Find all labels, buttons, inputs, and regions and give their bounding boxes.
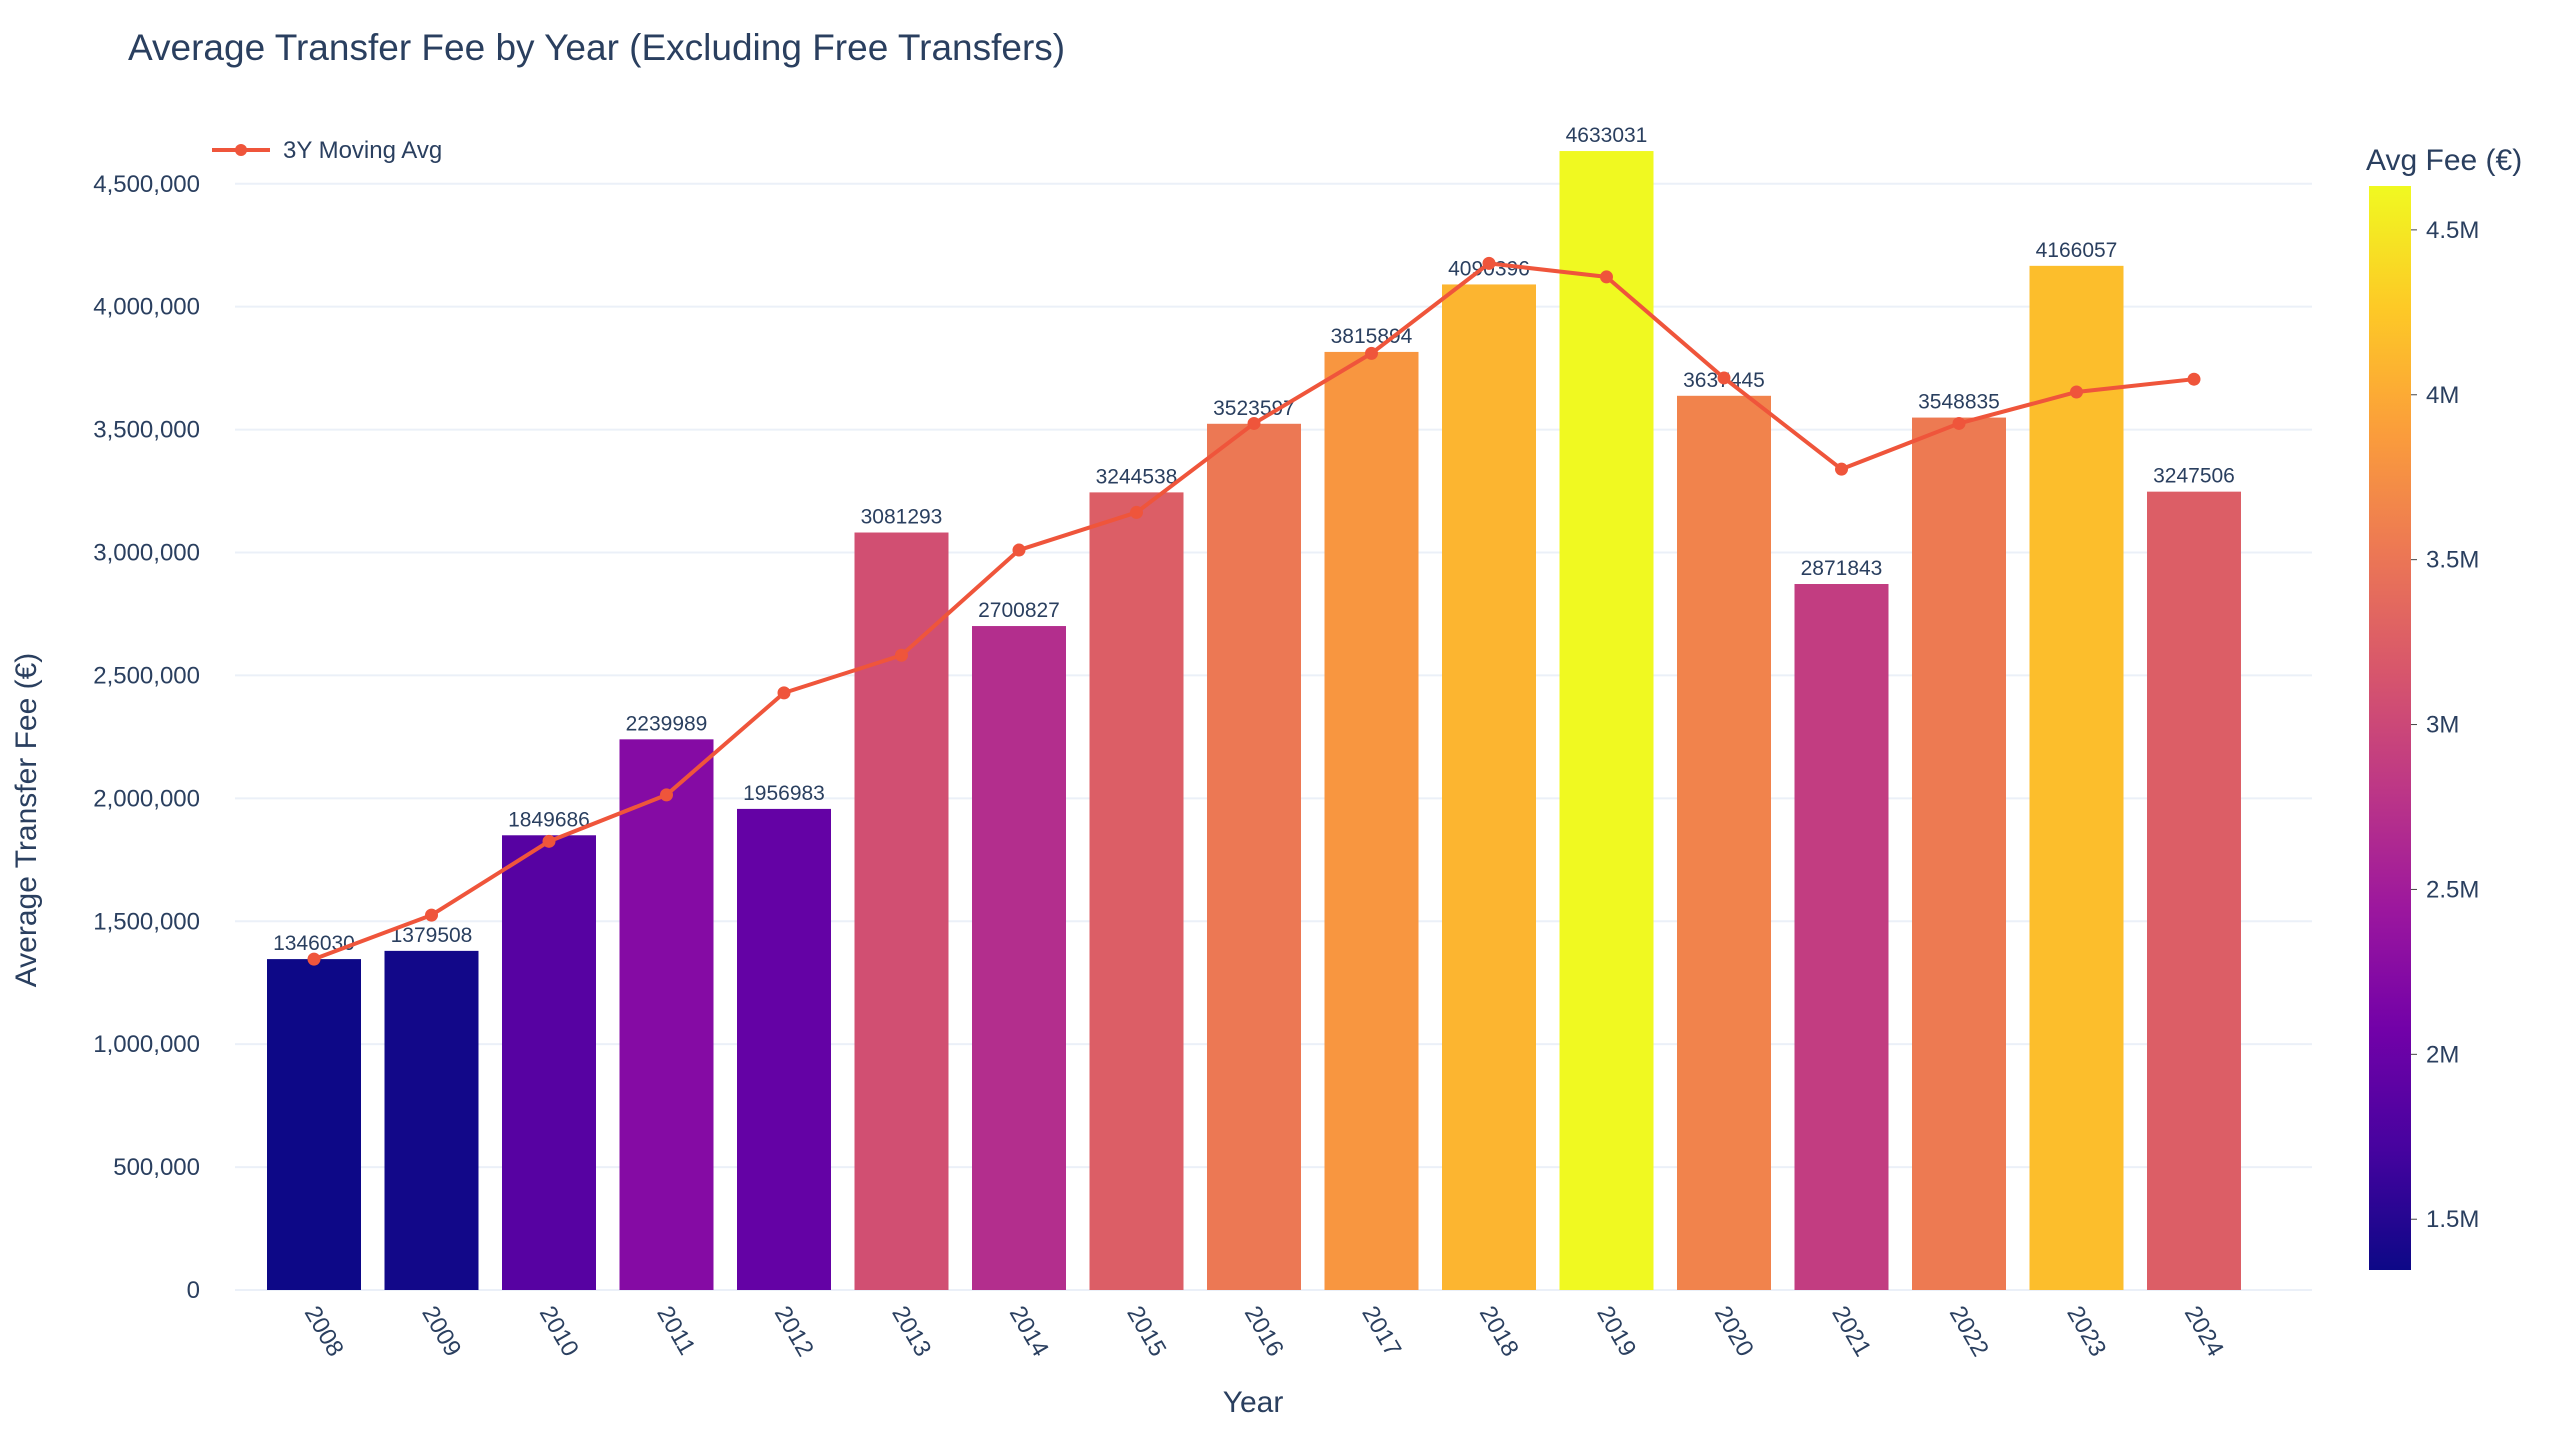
colorbar-tick-label: 3M [2426,712,2459,739]
bar-value-label: 1346030 [273,932,355,955]
y-axis-ticks: 0 500,000 1,000,000 1,500,000 2,000,000 2,500… [93,171,200,1304]
colorbar-bar [2369,186,2411,1270]
bar-2010[interactable] [502,835,596,1290]
x-tick-label: 2010 [534,1302,584,1362]
x-axis-label: Year [1223,1386,1284,1419]
bar-2011[interactable] [619,739,714,1290]
bars-group [267,151,2241,1291]
y-tick-label: 500,000 [113,1154,200,1181]
moving-avg-point[interactable] [660,788,673,802]
x-tick-label: 2019 [1591,1302,1641,1362]
x-tick-label: 2021 [1826,1302,1876,1362]
bar-value-label: 3815894 [1331,325,1413,348]
colorbar-tick-label: 4.5M [2426,217,2479,244]
moving-avg-point[interactable] [1952,416,1966,430]
bar-2012[interactable] [737,808,831,1290]
bar-value-label: 2871843 [1801,557,1883,580]
x-tick-label: 2018 [1474,1302,1524,1362]
legend[interactable]: 3Y Moving Avg [212,137,442,164]
bar-2013[interactable] [854,532,949,1290]
bar-value-label: 1849686 [508,808,590,831]
y-tick-label: 3,000,000 [93,540,200,567]
x-tick-label: 2017 [1356,1302,1406,1362]
bar-2018[interactable] [1442,284,1536,1290]
y-tick-label: 3,500,000 [93,417,200,444]
bar-value-label: 3081293 [861,506,943,529]
x-tick-label: 2008 [299,1302,349,1362]
bar-2009[interactable] [384,950,479,1290]
y-tick-label: 1,000,000 [93,1031,200,1058]
moving-avg-point[interactable] [425,908,438,922]
moving-avg-point[interactable] [2070,385,2083,399]
chart-title: Average Transfer Fee by Year (Excluding … [128,27,1065,68]
bar-2024[interactable] [2147,491,2241,1290]
x-tick-label: 2014 [1004,1302,1054,1362]
x-tick-label: 2020 [1709,1302,1759,1362]
bar-2022[interactable] [1912,417,2006,1290]
moving-avg-point[interactable] [307,952,321,966]
moving-avg-point[interactable] [1482,256,1496,270]
moving-avg-point[interactable] [542,834,556,848]
moving-avg-point[interactable] [1365,346,1378,360]
y-tick-label: 4,500,000 [93,171,200,198]
y-tick-label: 2,500,000 [93,662,200,689]
x-tick-label: 2015 [1121,1302,1171,1362]
y-tick-label: 0 [187,1277,200,1304]
y-axis-label: Average Transfer Fee (€) [10,653,43,988]
bar-2016[interactable] [1207,423,1301,1290]
bar-value-label: 4633031 [1566,124,1648,147]
bar-2014[interactable] [972,626,1066,1290]
moving-avg-point[interactable] [2187,372,2201,386]
x-tick-label: 2023 [2061,1302,2111,1362]
colorbar-tick-label: 2M [2426,1041,2459,1068]
colorbar-title: Avg Fee (€) [2366,144,2522,177]
x-tick-label: 2009 [416,1302,466,1362]
x-tick-label: 2022 [1944,1302,1994,1362]
moving-avg-point[interactable] [777,686,791,700]
x-axis-ticks: 2008 2009 2010 2011 2012 2013 2014 2015 2016 2017… [299,1302,2229,1362]
moving-avg-point[interactable] [1130,505,1143,519]
colorbar-tick-label: 2.5M [2426,876,2479,903]
legend-label: 3Y Moving Avg [283,137,442,164]
bar-value-label: 3523597 [1213,397,1295,420]
bar-value-label: 4166057 [2036,239,2118,262]
x-tick-label: 2024 [2179,1302,2229,1362]
x-tick-label: 2011 [651,1302,700,1360]
bar-value-label: 2700827 [978,599,1060,622]
moving-avg-point[interactable] [1717,371,1731,385]
bar-2019[interactable] [1559,151,1654,1291]
bar-2023[interactable] [2029,265,2124,1290]
moving-avg-line-group [307,256,2201,966]
legend-marker-icon [235,144,247,156]
moving-avg-point[interactable] [1600,270,1613,284]
bar-2020[interactable] [1677,395,1771,1290]
y-tick-label: 2,000,000 [93,785,200,812]
bar-value-label: 3247506 [2153,465,2235,488]
bar-2021[interactable] [1794,584,1889,1290]
bar-value-label: 3548835 [1918,391,2000,414]
bar-labels-group: 1346030 1379508 1849686 2239989 1956983 30812… [273,124,2235,955]
x-tick-label: 2016 [1239,1302,1289,1362]
moving-avg-point[interactable] [895,648,908,662]
moving-avg-point[interactable] [1835,462,1848,476]
colorbar-ticks: 1.5M 2M 2.5M 3M 3.5M 4M 4.5M [2411,217,2479,1233]
bar-2017[interactable] [1324,351,1419,1291]
y-tick-label: 1,500,000 [93,908,200,935]
colorbar-tick-label: 4M [2426,382,2459,409]
x-tick-label: 2013 [886,1302,936,1362]
moving-avg-point[interactable] [1012,543,1026,557]
bar-value-label: 3244538 [1096,465,1178,488]
x-tick-label: 2012 [769,1302,819,1362]
moving-avg-point[interactable] [1247,416,1261,430]
bar-value-label: 2239989 [626,712,708,735]
bar-2015[interactable] [1089,492,1184,1290]
colorbar: Avg Fee (€) 1.5M 2M 2.5M 3M 3.5M 4M 4.5M [2366,144,2522,1270]
bar-value-label: 1379508 [391,924,473,947]
colorbar-tick-label: 3.5M [2426,547,2479,574]
bar-2008[interactable] [267,959,361,1290]
bar-value-label: 1956983 [743,782,825,805]
y-tick-label: 4,000,000 [93,294,200,321]
colorbar-tick-label: 1.5M [2426,1206,2479,1233]
